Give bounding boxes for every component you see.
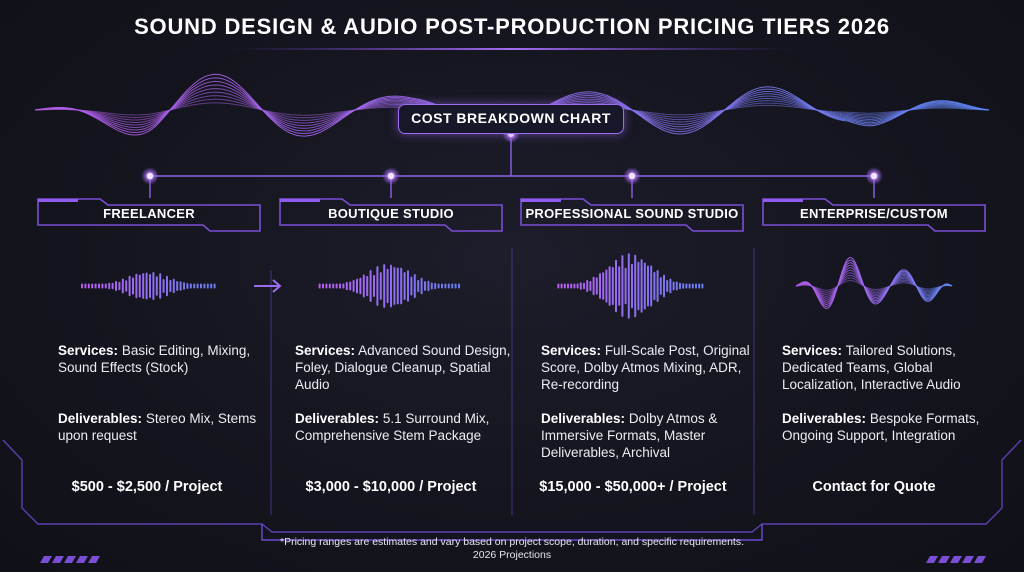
tier-2-price: $3,000 - $10,000 / Project	[305, 479, 477, 495]
cost-breakdown-badge: COST BREAKDOWN CHART	[398, 104, 624, 134]
footnote-disclaimer: *Pricing ranges are estimates and vary b…	[280, 536, 744, 548]
tier-3-price: $15,000 - $50,000+ / Project	[539, 479, 727, 495]
footnote-projections: 2026 Projections	[472, 549, 552, 561]
bottom-frame	[2, 439, 1022, 541]
wave-line	[795, 264, 953, 303]
deliverables-label: Deliverables:	[58, 411, 143, 426]
services-label: Services:	[58, 343, 119, 358]
deliverables-label: Deliverables:	[295, 411, 380, 426]
tier-1-title: FREELANCER	[103, 206, 195, 221]
page-title: SOUND DESIGN & AUDIO POST-PRODUCTION PRI…	[134, 14, 890, 39]
banner-waveform	[34, 73, 990, 137]
services-label: Services:	[295, 343, 356, 358]
tier-3-deliverables: Deliverables: Dolby Atmos & Immersive Fo…	[541, 410, 763, 461]
connector-lines	[149, 134, 875, 198]
tier-2-services-text: Advanced Sound Design, Foley, Dialogue C…	[295, 343, 511, 392]
tier-waveforms	[81, 253, 953, 319]
tier-frame-2	[279, 198, 503, 232]
tier-2-waveform	[318, 264, 460, 308]
tier-4-deliverables: Deliverables: Bespoke Formats, Ongoing S…	[782, 410, 1004, 444]
tier-1-deliverables-text: Stereo Mix, Stems upon request	[58, 411, 257, 443]
tier-2-deliverables-text: 5.1 Surround Mix, Comprehensive Stem Pac…	[295, 411, 490, 443]
tier-3-deliverables-text: Dolby Atmos & Immersive Formats, Master …	[541, 411, 718, 460]
tier-2-services: Services: Advanced Sound Design, Foley, …	[295, 342, 517, 393]
footnote: *Pricing ranges are estimates and vary b…	[262, 536, 762, 562]
tier-1-deliverables: Deliverables: Stereo Mix, Stems upon req…	[58, 410, 280, 444]
wave-line	[795, 267, 953, 301]
services-label: Services:	[541, 343, 602, 358]
wave-line	[795, 259, 953, 307]
title-underline	[230, 48, 794, 50]
tier-1-waveform	[81, 272, 216, 300]
column-dividers	[270, 248, 755, 515]
wave-line	[795, 280, 953, 291]
corner-stripes-left	[40, 556, 100, 563]
tier-4-services-text: Tailored Solutions, Dedicated Teams, Glo…	[782, 343, 961, 392]
wave-line	[795, 272, 953, 297]
tier-1-services: Services: Basic Editing, Mixing, Sound E…	[58, 342, 280, 376]
tier-frame-4	[762, 198, 986, 232]
tier-4-price: Contact for Quote	[812, 479, 936, 495]
tier-3-title: PROFESSIONAL SOUND STUDIO	[525, 206, 739, 221]
tier-2-deliverables: Deliverables: 5.1 Surround Mix, Comprehe…	[295, 410, 517, 444]
tier-4-deliverables-text: Bespoke Formats, Ongoing Support, Integr…	[782, 411, 980, 443]
tier-frame-3	[520, 198, 744, 232]
tier-4-services: Services: Tailored Solutions, Dedicated …	[782, 342, 1004, 393]
wave-line	[795, 277, 953, 293]
wave-line	[795, 262, 953, 305]
tier-frame-1	[37, 198, 261, 232]
tier-4-waveform	[795, 256, 953, 309]
arrow-icon	[254, 279, 282, 293]
tier-1-services-text: Basic Editing, Mixing, Sound Effects (St…	[58, 343, 251, 375]
deliverables-label: Deliverables:	[782, 411, 867, 426]
wave-line	[795, 274, 953, 295]
tier-2-title: BOUTIQUE STUDIO	[328, 206, 454, 221]
connector-nodes	[141, 125, 883, 185]
corner-stripes-right	[926, 556, 986, 563]
tier-3-waveform	[557, 253, 704, 319]
wave-line	[795, 256, 953, 309]
services-label: Services:	[782, 343, 843, 358]
deliverables-label: Deliverables:	[541, 411, 626, 426]
tier-3-services-text: Full-Scale Post, Original Score, Dolby A…	[541, 343, 750, 392]
tier-1-price: $500 - $2,500 / Project	[71, 479, 223, 495]
tier-4-title: ENTERPRISE/CUSTOM	[800, 206, 948, 221]
wave-line	[795, 269, 953, 299]
tier-3-services: Services: Full-Scale Post, Original Scor…	[541, 342, 763, 393]
tier-header-frames	[37, 198, 986, 232]
